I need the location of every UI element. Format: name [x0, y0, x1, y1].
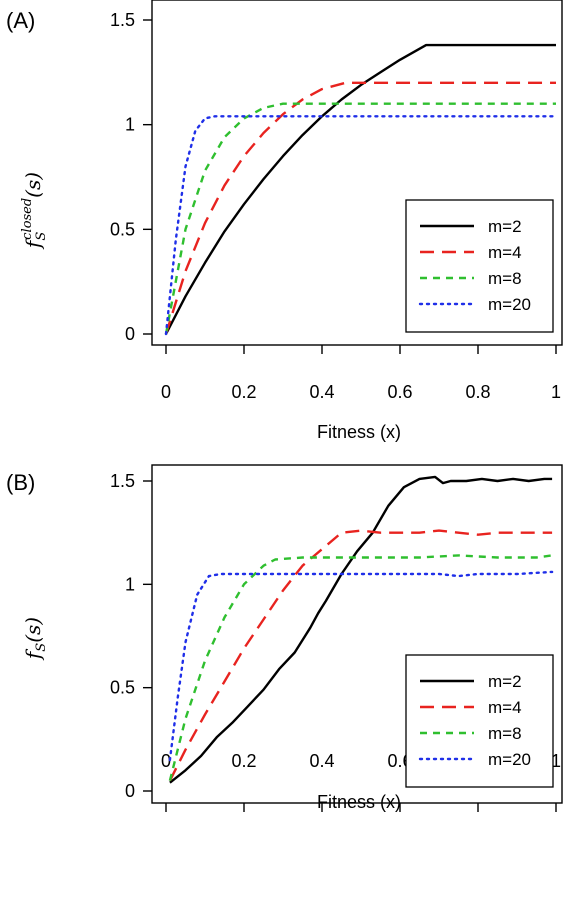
x-tick-label: 0	[161, 382, 171, 402]
x-axis-title: Fitness (x)	[317, 422, 401, 442]
plot-frame	[151, 464, 563, 804]
y-tick-label: 1.5	[110, 10, 135, 30]
y-tick-label: 1	[125, 115, 135, 135]
x-tick-label: 0.2	[231, 751, 256, 771]
x-tick-label: 0.4	[309, 751, 334, 771]
y-tick-label: 0	[125, 324, 135, 344]
x-tick-label: 0.6	[387, 382, 412, 402]
series-line-m-4	[164, 81, 556, 335]
legend-label: m=2	[488, 217, 522, 236]
x-tick-label: 0.8	[465, 382, 490, 402]
y-axis-title: fSclosed(s)	[20, 172, 49, 250]
x-tick-label: 0.4	[309, 382, 334, 402]
y-tick-label: 0.5	[110, 678, 135, 698]
y-axis-title: fS(s)	[21, 617, 49, 661]
x-tick-label: 0	[161, 751, 171, 771]
x-tick-label: 1	[551, 751, 561, 771]
legend-box	[405, 654, 554, 788]
x-tick-label: 0.2	[231, 382, 256, 402]
y-tick-label: 1.5	[110, 471, 135, 491]
series-line-m-8	[168, 554, 553, 781]
series-line-m-20	[168, 570, 554, 762]
legend-label: m=4	[488, 243, 522, 262]
legend: m=2 m=4 m=8 m=20	[405, 199, 554, 333]
y-tick-label: 0.5	[110, 219, 135, 239]
series-line-m-8	[164, 102, 556, 335]
legend-label: m=20	[488, 750, 531, 769]
legend-label: m=2	[488, 672, 522, 691]
y-tick-label: 0	[125, 781, 135, 801]
x-axis-title: Fitness (x)	[317, 792, 401, 812]
y-tick-label: 1	[125, 574, 135, 594]
legend-label: m=4	[488, 698, 522, 717]
series-line-m-2	[164, 43, 556, 335]
legend-label: m=8	[488, 724, 522, 743]
series-line-m-2	[169, 475, 553, 784]
plot-frame	[151, 0, 563, 346]
panel-a: (A) 0 0.5 1 1.5 0 0.2 0.4 0.6 0.8 1 Fitness (x) fScl…	[6, 0, 563, 442]
series-line-m-20	[164, 115, 558, 336]
legend: m=2 m=4 m=8 m=20	[405, 654, 554, 788]
panel-label: (A)	[6, 8, 35, 33]
legend-label: m=8	[488, 269, 522, 288]
legend-label: m=20	[488, 295, 531, 314]
legend-box	[405, 199, 554, 333]
panel-label: (B)	[6, 470, 35, 495]
x-tick-label: 1	[551, 382, 561, 402]
